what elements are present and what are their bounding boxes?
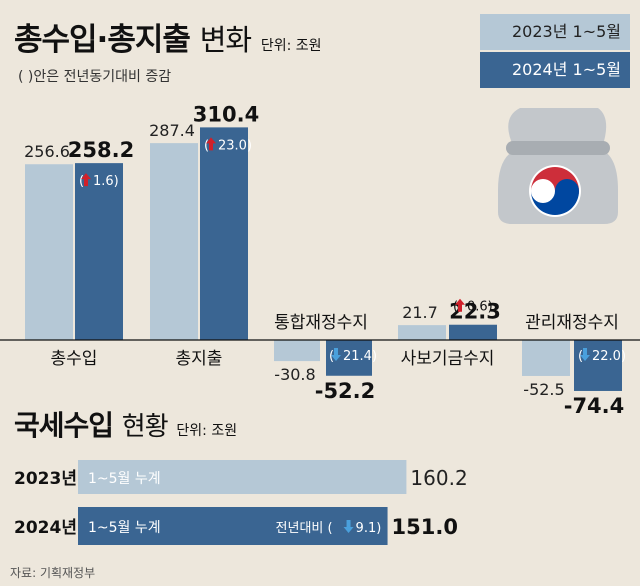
bar-2024 [574,340,622,391]
category-label: 통합재정수지 [274,313,368,333]
change-paren-open: ( [329,349,334,364]
bar-2023 [25,164,73,340]
change-paren-open: ( [79,174,84,189]
up-arrow-icon [206,137,216,151]
value-label-2024: 310.4 [193,102,259,126]
value-label-2024: -52.2 [315,379,376,403]
title-light: 변화 [199,23,252,57]
legend-2024: 2024년 1~5월 [480,52,630,88]
value-label-2023: -30.8 [274,365,315,384]
money-bag-icon [498,108,618,224]
bar-2024 [75,163,123,340]
tax-value-label: 160.2 [410,466,467,490]
up-arrow-icon [455,298,465,312]
bar-2024 [200,127,248,340]
change-paren-open: ( [453,300,458,315]
value-label-2023: 21.7 [402,303,438,322]
unit-label: 단위: 조원 [260,38,322,54]
year-label: 2024년 [14,518,77,538]
tax-title: 국세수입 현황 단위: 조원 [14,404,237,444]
tax-change-label: 전년대비 ( [276,521,333,536]
source-note: 자료: 기획재정부 [10,566,96,580]
change-value: 0.6) [467,300,493,315]
tax-change-value: 9.1) [356,521,382,536]
up-arrow-icon [81,173,91,187]
bar-period-label: 1~5월 누계 [88,471,161,487]
change-value: 22.0) [592,349,626,364]
bar-2023 [274,340,320,362]
category-label: 관리재정수지 [525,313,619,333]
bar-2023 [398,325,446,340]
value-label-2024: 258.2 [68,138,134,162]
bar-2024 [449,324,497,340]
year-label: 2023년 [14,469,77,489]
value-label-2024: -74.4 [564,394,625,418]
down-arrow-icon [343,520,354,533]
change-note: ( )안은 전년동기대비 증감 [18,69,172,85]
value-label-2023: 287.4 [149,121,195,140]
title-bold: 총수입·총지출 [14,22,191,58]
bar-2023 [150,143,198,340]
tax-value-label: 151.0 [392,515,458,539]
tax-title-light: 현황 [121,412,169,442]
tax-unit-label: 단위: 조원 [176,423,238,439]
value-label-2023: 256.6 [24,142,70,161]
tax-title-bold: 국세수입 [14,409,114,442]
category-label: 사보기금수지 [401,349,495,369]
change-value: 1.6) [93,174,119,189]
change-paren-open: ( [204,138,209,153]
change-paren-open: ( [578,349,583,364]
chart-title: 총수입·총지출 변화 단위: 조원 [14,14,322,59]
change-value: 21.4) [343,349,377,364]
change-value: 23.0) [218,138,252,153]
down-arrow-icon [331,348,341,361]
bar-2023 [522,340,570,376]
tax-bar-2023 [78,460,407,494]
bar-period-label: 1~5월 누계 [88,520,161,536]
value-label-2023: -52.5 [523,380,564,399]
down-arrow-icon [580,348,590,361]
tax-bar-2024 [78,507,388,545]
category-label: 총지출 [176,349,223,369]
legend-2023: 2023년 1~5월 [480,14,630,50]
category-label: 총수입 [51,349,98,369]
